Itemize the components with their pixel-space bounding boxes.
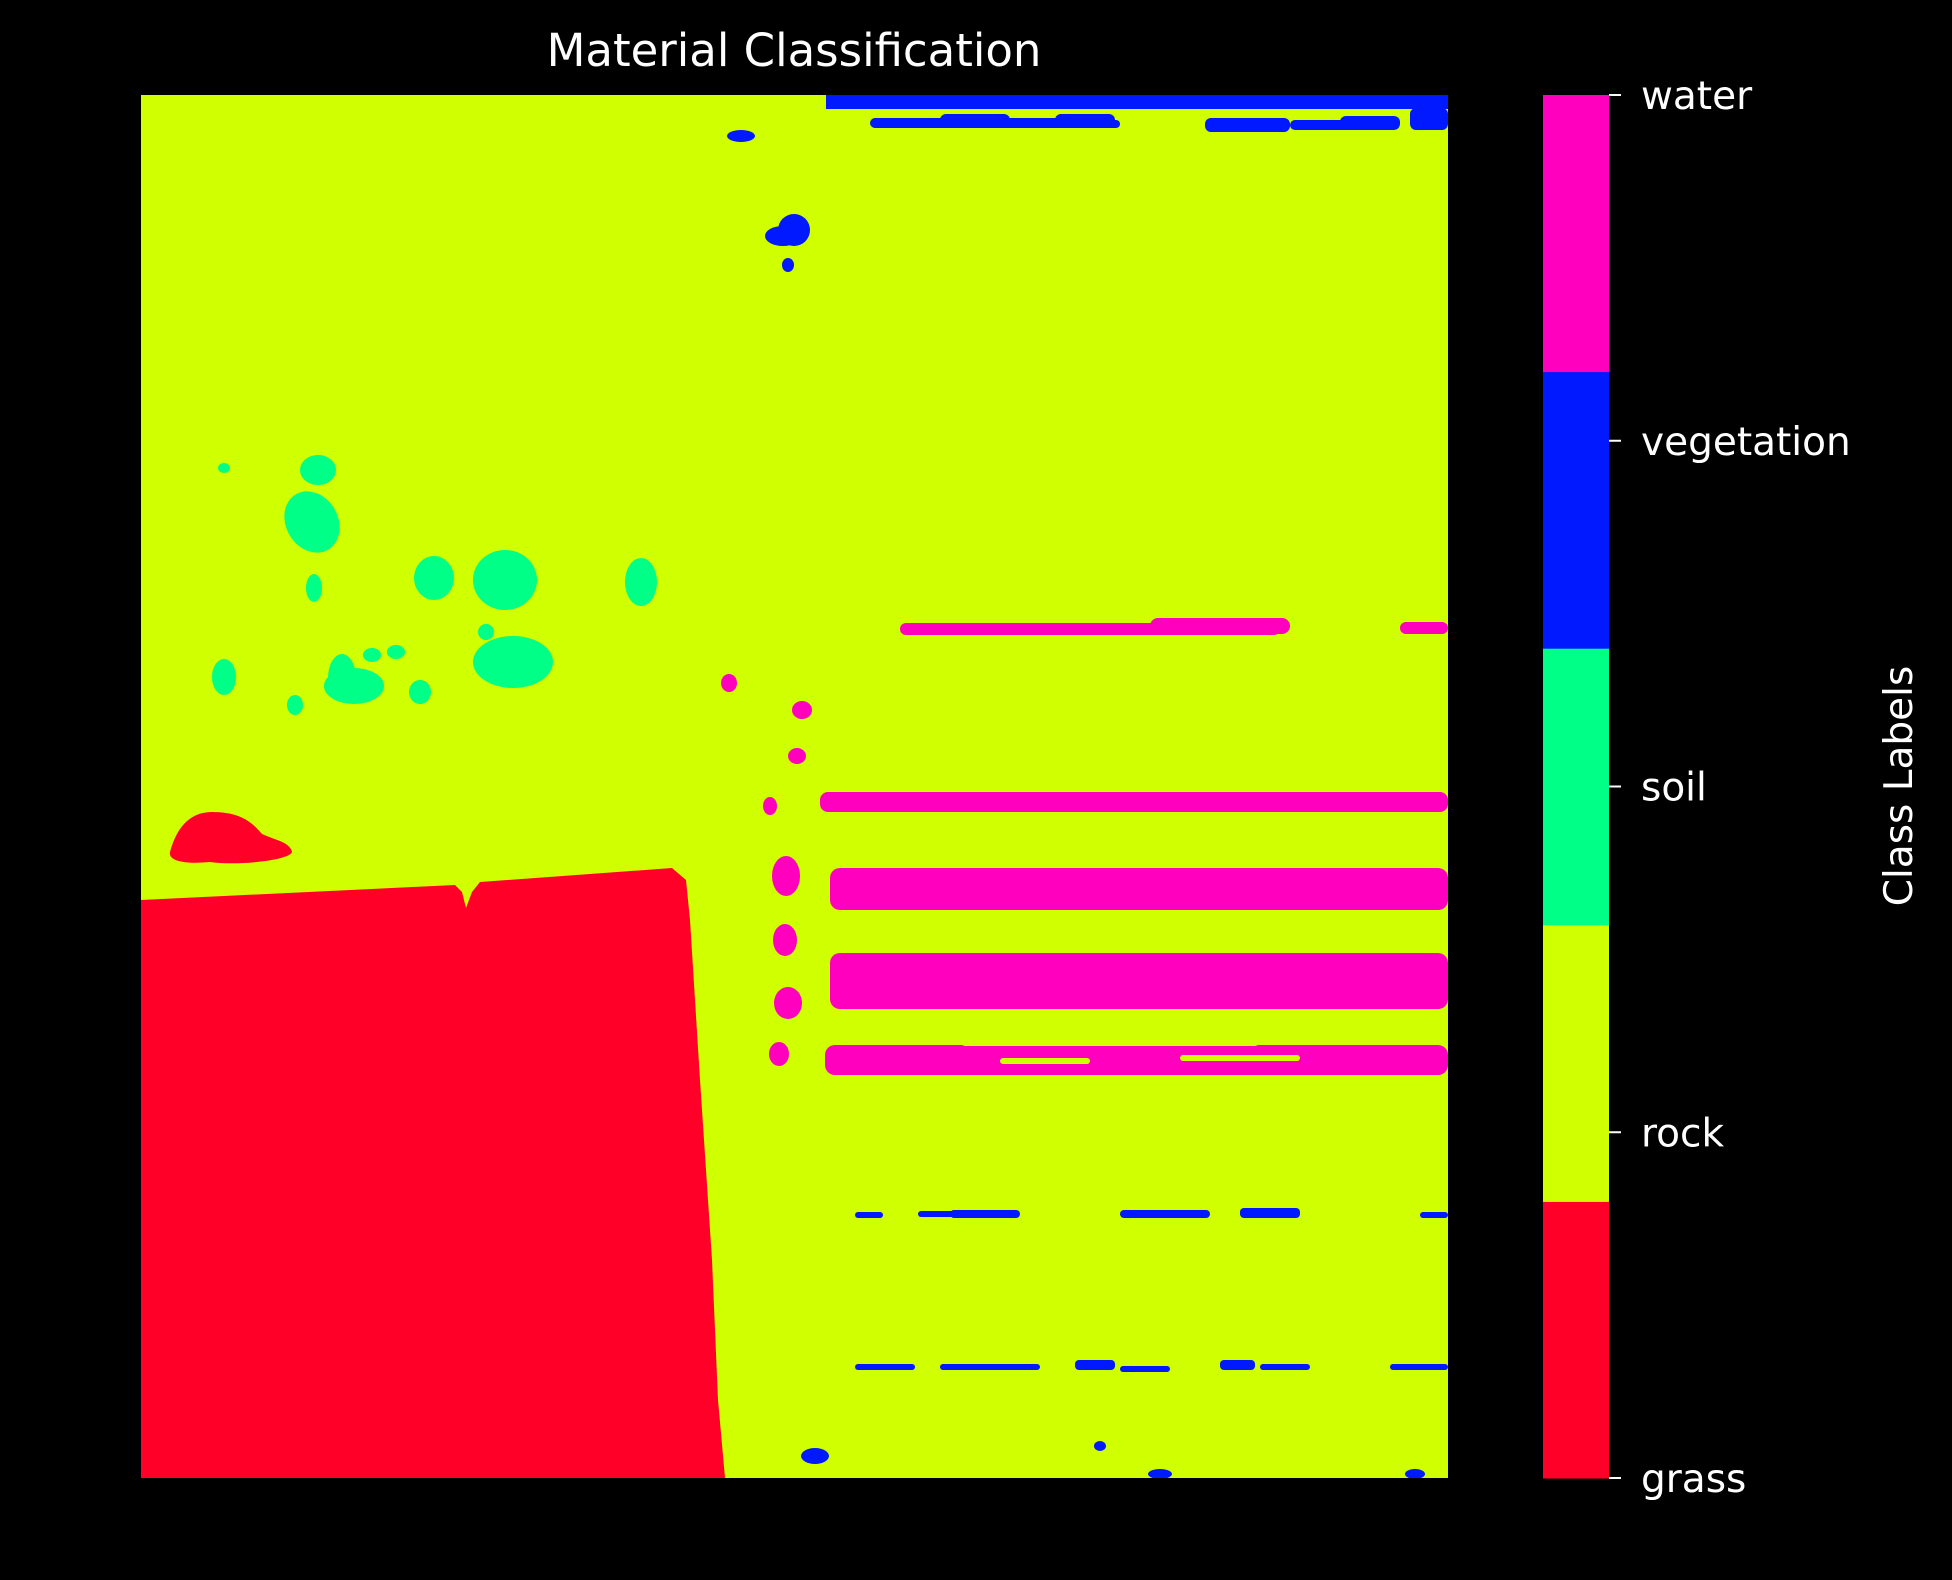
colorbar-tick-label-water: water — [1641, 74, 1753, 119]
grass-blob — [169, 812, 292, 864]
chart-title: Material Classification — [547, 24, 1042, 77]
colorbar-band-rock — [1543, 924, 1609, 1202]
classification-map — [141, 95, 1448, 1478]
rock-streaks — [850, 910, 1448, 1064]
colorbar-tick-label-grass: grass — [1641, 1457, 1746, 1502]
colorbar-band-vegetation — [1543, 371, 1609, 649]
colorbar-band-soil — [1543, 648, 1609, 926]
vegetation-regions — [727, 95, 1448, 1478]
grass-region — [141, 868, 725, 1478]
soil-blobs — [212, 455, 657, 715]
colorbar-tick-label-rock: rock — [1641, 1111, 1724, 1156]
colorbar-band-water — [1543, 95, 1609, 373]
colorbar-tick-label-soil: soil — [1641, 766, 1707, 811]
water-regions — [721, 618, 1448, 1075]
colorbar: grass rock soil vegetation water Class Label… — [1543, 74, 1922, 1502]
colorbar-band-grass — [1543, 1201, 1609, 1479]
colorbar-tick-label-vegetation: vegetation — [1641, 420, 1851, 465]
colorbar-label: Class Labels — [1877, 666, 1922, 907]
